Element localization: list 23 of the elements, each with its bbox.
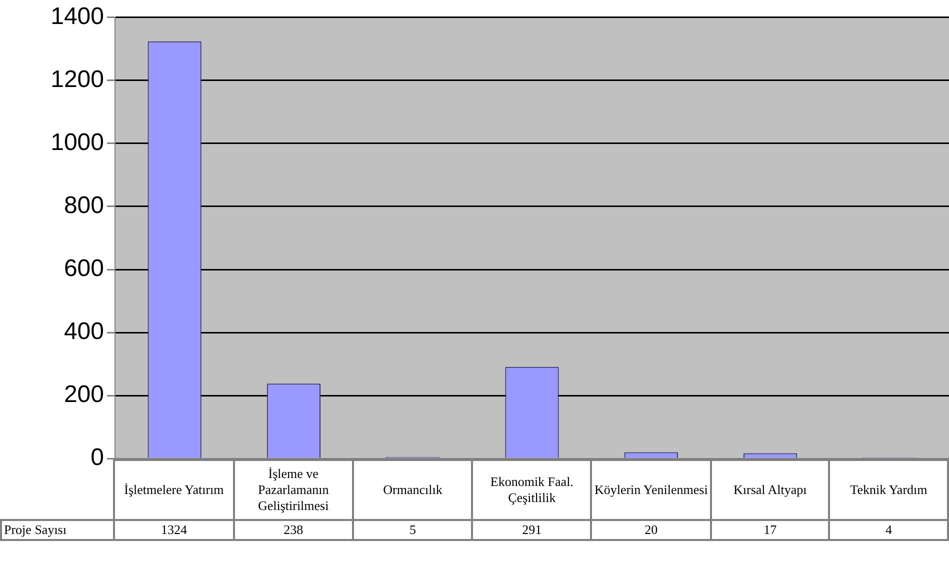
x-tick-label: İşleme ve Pazarlamanın Geliştirilmesi bbox=[234, 460, 354, 520]
y-tick-label: 0 bbox=[90, 444, 104, 472]
y-tick-label: 200 bbox=[64, 381, 104, 408]
y-tick-label: 1400 bbox=[50, 3, 104, 30]
data-label: 1324 bbox=[114, 520, 234, 540]
data-label: 5 bbox=[353, 520, 472, 540]
y-tick-label: 1200 bbox=[50, 66, 104, 94]
data-label: 238 bbox=[234, 520, 354, 540]
x-tick-label: Ekonomik Faal. Çeşitlilik bbox=[472, 460, 592, 520]
data-label: 291 bbox=[472, 520, 592, 540]
data-label: 4 bbox=[829, 520, 948, 540]
data-label: 17 bbox=[710, 520, 830, 540]
x-tick-label: Ormancılık bbox=[353, 460, 472, 520]
y-tick-label: 800 bbox=[64, 192, 104, 220]
y-tick-label: 400 bbox=[64, 318, 104, 346]
y-tick-label: 1000 bbox=[50, 129, 104, 156]
x-tick-label: Köylerin Yenilenmesi bbox=[591, 460, 711, 520]
x-tick-label: İşletmelere Yatırım bbox=[114, 460, 234, 520]
x-tick-label: Teknik Yardım bbox=[829, 460, 948, 520]
y-tick-label: 600 bbox=[64, 255, 104, 282]
data-label: 20 bbox=[591, 520, 711, 540]
x-tick-label: Kırsal Altyapı bbox=[710, 460, 830, 520]
text: Proje Sayısı bbox=[1, 520, 114, 540]
